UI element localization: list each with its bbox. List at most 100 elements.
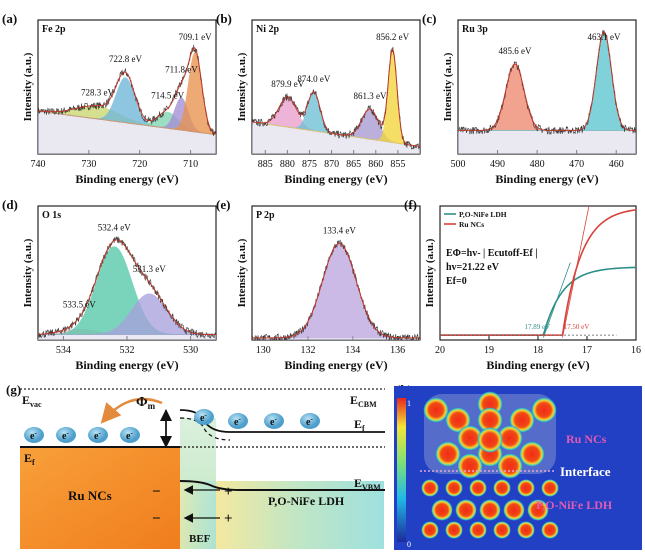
x-axis-label-b: Binding energy (eV)	[284, 172, 387, 186]
band-diagram-panel: (g) Evac ECBM Ef Ef EVBM Φm e-e-e-e- e-e…	[6, 382, 385, 549]
x-tick-label-b-4: 865	[346, 159, 361, 170]
ldh-density-blob-0-2	[469, 479, 487, 497]
fit-envelope-e	[252, 243, 420, 339]
cutoff-label-1: 17.50 eV	[564, 323, 590, 331]
peak-b-3	[252, 50, 420, 147]
electron-label: e-	[30, 429, 37, 442]
tangent-line-1	[562, 206, 590, 338]
panel-d: (d) O 1s 534 532 530 Binding energy (eV) Inten…	[2, 197, 217, 372]
bef-label: BEF	[189, 533, 211, 545]
peak-label-a-2: 714.5 eV	[151, 90, 184, 100]
charge-density-panel: (h) 1 0 Ru NCs Interface P,O-NiFe LDH	[394, 382, 642, 550]
xps-panels: (a) Fe 2p 740 730 720 710 Binding energy (eV) I…	[2, 11, 641, 372]
ldh-density-blob-2-3	[493, 521, 511, 539]
panel-label-f: (f)	[404, 197, 417, 212]
x-tick-label-d-2: 530	[183, 345, 198, 356]
density-blobs	[421, 391, 559, 539]
electron-label: e-	[306, 415, 313, 428]
electron-shape	[228, 413, 248, 429]
y-axis-label-e: Intensity (a.u.)	[236, 238, 248, 307]
x-tick-label-c-1: 490	[490, 159, 505, 170]
panel-title-e: P 2p	[256, 210, 275, 221]
peak-label-a-3: 711.8 eV	[165, 64, 198, 74]
electron-shape	[56, 427, 76, 443]
x-tick-label-e-1: 132	[301, 345, 316, 356]
y-axis-label-c: Intensity (a.u.)	[442, 52, 454, 121]
ef-label-left: Ef	[24, 451, 35, 467]
peak-c-1	[458, 31, 636, 131]
equation-2: Ef=0	[446, 276, 467, 287]
phi-label: Φm	[136, 395, 156, 411]
electron-right-3: e-	[300, 413, 320, 429]
x-tick-label-c-0: 500	[451, 159, 466, 170]
ldh-block	[216, 481, 384, 549]
electron-label: e-	[270, 415, 277, 428]
panel-title-a: Fe 2p	[42, 24, 66, 35]
ldh-density-blob-0-1	[445, 479, 463, 497]
ru-density-blob-13	[497, 453, 523, 479]
scale-min-label: 0	[407, 540, 411, 549]
peak-label-b-1: 874.0 eV	[297, 74, 330, 84]
ru-density-blob-8	[435, 441, 461, 467]
x-tick-label-a-2: 720	[132, 159, 147, 170]
ldh-density-blob-1-2	[479, 499, 501, 521]
x-axis-label-a: Binding energy (eV)	[75, 172, 178, 186]
plot-area-d	[38, 236, 216, 340]
electron-right-0: e-	[194, 409, 214, 425]
peak-label-b-0: 879.9 eV	[271, 79, 304, 89]
x-tick-label-e-2: 134	[345, 345, 360, 356]
ru-ncs-block	[20, 447, 180, 549]
y-axis-label-f: Intensity (a.u.)	[424, 238, 436, 307]
background-fill-a	[38, 111, 216, 154]
panel-c: (c) Ru 3p 500 490 480 470 460 Binding energy (e…	[422, 11, 637, 186]
peak-label-d-1: 532.4 eV	[98, 222, 131, 232]
x-tick-label-f-2: 18	[533, 345, 543, 356]
panel-title-c: Ru 3p	[462, 24, 488, 35]
x-tick-label-b-2: 875	[302, 159, 317, 170]
x-tick-label-b-3: 870	[324, 159, 339, 170]
panel-f: (f) 20 19 18 17 16 Binding energy (eV) Intensit…	[404, 197, 641, 372]
raw-spectrum-d	[38, 236, 216, 339]
x-axis-label-c: Binding energy (eV)	[495, 172, 598, 186]
electron-shape	[300, 413, 320, 429]
ldh-density-blob-0-0	[421, 479, 439, 497]
electron-label: e-	[94, 429, 101, 442]
ldh-density-blob-2-2	[469, 521, 487, 539]
ldh-cbm-bend	[179, 417, 231, 441]
x-tick-label-d-0: 534	[56, 345, 71, 356]
ru-electrons: e-e-e-e-	[24, 427, 140, 443]
ldh-density-blob-0-3	[493, 479, 511, 497]
x-tick-label-a-0: 740	[31, 159, 46, 170]
interface-label: Interface	[560, 464, 611, 479]
x-tick-label-c-2: 480	[530, 159, 545, 170]
h-ldh-label: P,O-NiFe LDH	[536, 498, 613, 512]
ldh-density-blob-2-0	[421, 521, 439, 539]
peak-label-b-3: 856.2 eV	[376, 32, 409, 42]
plot-area-a	[38, 44, 216, 154]
peak-label-d-0: 533.5 eV	[63, 299, 96, 309]
ldh-density-blob-0-5	[541, 479, 559, 497]
x-tick-label-b-6: 855	[390, 159, 405, 170]
plus-sign-2: +	[224, 511, 233, 527]
panel-label-a: (a)	[2, 11, 17, 26]
peak-d-2	[38, 293, 216, 336]
ldh-density-blob-2-1	[445, 521, 463, 539]
x-axis-label-e: Binding energy (eV)	[284, 358, 387, 372]
x-tick-label-b-5: 860	[368, 159, 383, 170]
cutoff-label-0: 17.89 eV	[525, 323, 551, 331]
x-tick-label-b-0: 885	[258, 159, 273, 170]
ru-density-blob-0	[423, 397, 449, 423]
electron-left-3: e-	[120, 427, 140, 443]
electron-shape	[24, 427, 44, 443]
electron-left-0: e-	[24, 427, 44, 443]
x-axis-label-f: Binding energy (eV)	[486, 358, 589, 372]
y-axis-label-a: Intensity (a.u.)	[22, 52, 34, 121]
peak-label-a-1: 722.8 eV	[109, 54, 142, 64]
x-tick-label-d-1: 532	[120, 345, 135, 356]
raw-spectrum-b	[252, 46, 420, 150]
minus-sign-2: −	[152, 511, 161, 527]
electron-right-2: e-	[264, 413, 284, 429]
equation-0: EΦ=hv- | Ecutoff-Ef |	[446, 248, 537, 259]
electron-label: e-	[126, 429, 133, 442]
panel-title-b: Ni 2p	[256, 24, 280, 35]
